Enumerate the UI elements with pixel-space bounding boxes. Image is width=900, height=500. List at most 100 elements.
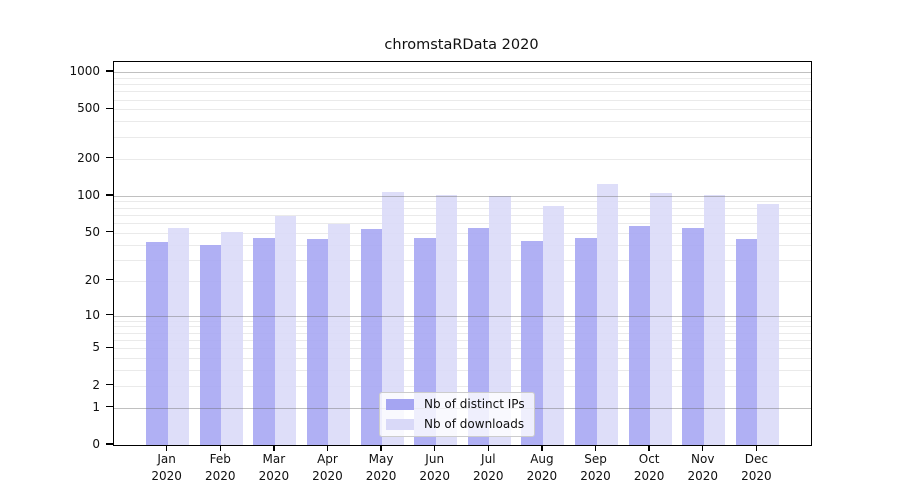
minor-gridline (114, 259, 811, 261)
x-tick-mark (165, 445, 168, 451)
x-tick-label: Apr 2020 (312, 452, 343, 483)
x-tick-label: May 2020 (365, 452, 397, 483)
minor-gridline (114, 109, 811, 111)
x-tick-label: Oct 2020 (633, 452, 665, 483)
x-tick-label: Nov 2020 (687, 452, 719, 483)
bar-downloads-feb (221, 231, 243, 445)
y-tick-label: 0 (92, 437, 100, 451)
y-tick-mark (106, 107, 113, 110)
major-gridline (114, 72, 811, 73)
minor-gridline (114, 232, 811, 234)
bar-downloads-may (382, 192, 404, 445)
y-tick-label: 1000 (69, 64, 100, 78)
y-tick-mark (106, 278, 113, 281)
y-tick-label: 10 (84, 307, 100, 322)
x-tick-mark (380, 445, 382, 451)
minor-gridline (114, 244, 811, 246)
bar-ips-dec (735, 239, 758, 445)
minor-gridline (114, 84, 811, 86)
bar-downloads-jan (167, 227, 190, 445)
minor-gridline (114, 385, 811, 387)
x-tick-label: Dec 2020 (741, 452, 772, 483)
y-tick-mark (106, 443, 113, 445)
x-tick-label: Jan 2020 (151, 452, 182, 483)
minor-gridline (114, 121, 811, 123)
bar-ips-jul (467, 227, 490, 445)
minor-gridline (114, 91, 811, 93)
x-tick-mark (594, 445, 597, 451)
y-tick-mark (106, 405, 113, 408)
bar-ips-may (360, 228, 383, 445)
y-tick-label: 2 (92, 377, 100, 392)
minor-gridline (114, 207, 811, 209)
y-tick-label: 100 (77, 187, 100, 202)
y-tick-mark (106, 70, 113, 72)
x-tick-label: Aug 2020 (526, 452, 558, 483)
bar-downloads-oct (650, 193, 672, 445)
minor-gridline (114, 136, 811, 138)
bar-ips-mar (253, 238, 275, 445)
minor-gridline (114, 326, 811, 328)
minor-gridline (114, 280, 811, 282)
x-tick-label: Mar 2020 (258, 452, 290, 483)
minor-gridline (114, 370, 811, 372)
y-tick-label: 20 (84, 272, 100, 287)
x-tick-mark (219, 445, 221, 451)
bar-ips-feb (199, 244, 222, 445)
x-tick-mark (433, 445, 436, 451)
minor-gridline (114, 99, 811, 101)
bar-downloads-mar (274, 216, 297, 445)
minor-gridline (114, 320, 811, 322)
x-tick-mark (541, 445, 543, 451)
x-tick-label: Jul 2020 (473, 452, 504, 483)
minor-gridline (114, 77, 811, 79)
bar-ips-apr (306, 239, 329, 445)
bar-downloads-jul (489, 195, 511, 445)
bar-ips-jan (146, 241, 168, 445)
y-tick-label: 1 (92, 399, 100, 414)
bar-downloads-nov (703, 194, 726, 445)
y-tick-label: 200 (77, 150, 100, 165)
bar-downloads-aug (542, 205, 565, 445)
legend: Nb of distinct IPs Nb of downloads (379, 392, 535, 437)
bar-downloads-apr (328, 223, 350, 445)
x-tick-mark (273, 445, 275, 451)
legend-label-downloads: Nb of downloads (424, 417, 525, 431)
bar-downloads-dec (757, 203, 779, 445)
bar-ips-nov (682, 227, 704, 445)
minor-gridline (114, 348, 811, 350)
bar-downloads-jun (435, 194, 458, 445)
minor-gridline (114, 201, 811, 203)
minor-gridline (114, 339, 811, 341)
y-tick-mark (106, 194, 113, 196)
minor-gridline (114, 214, 811, 216)
y-tick-mark (106, 231, 113, 233)
legend-row-downloads: Nb of downloads (386, 418, 525, 431)
x-tick-mark (487, 445, 489, 451)
y-tick-mark (106, 156, 113, 159)
bar-ips-sep (575, 238, 597, 445)
legend-row-distinct-ips: Nb of distinct IPs (386, 398, 525, 411)
plot-area (113, 61, 812, 446)
bar-ips-oct (628, 225, 651, 445)
x-tick-mark (702, 445, 704, 451)
minor-gridline (114, 223, 811, 225)
minor-gridline (114, 332, 811, 334)
y-tick-mark (106, 313, 113, 316)
x-tick-label: Feb 2020 (204, 452, 236, 483)
legend-swatch-downloads-icon (386, 419, 414, 430)
minor-gridline (114, 158, 811, 160)
x-tick-mark (755, 445, 758, 451)
bar-downloads-sep (596, 183, 619, 445)
y-tick-label: 50 (84, 224, 100, 239)
y-tick-label: 500 (77, 101, 100, 116)
y-tick-mark (106, 346, 113, 348)
y-tick-mark (106, 383, 113, 386)
major-gridline (114, 315, 811, 317)
major-gridline (114, 195, 811, 197)
minor-gridline (114, 358, 811, 360)
x-tick-label: Sep 2020 (580, 452, 611, 483)
chart-title: chromstaRData 2020 (384, 37, 539, 53)
x-tick-mark (648, 445, 650, 451)
y-tick-label: 5 (92, 340, 100, 355)
